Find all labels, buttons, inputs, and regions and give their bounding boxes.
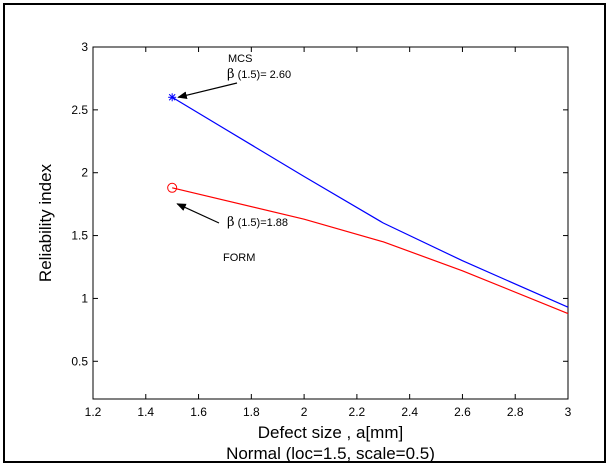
- x-axis-title: Defect size , a[mm]: [258, 423, 403, 442]
- figure-frame: 1.2 1.4 1.6 1.8 2 2.2 2.4 2.6 2.8 3 0.5 1 1.5 2 2.5 3 M…: [3, 3, 606, 463]
- beta-symbol: β: [227, 215, 235, 230]
- y-tick-label: 0.5: [71, 354, 88, 368]
- y-tick-label: 2.5: [71, 103, 88, 117]
- x-tick-label: 3: [565, 405, 572, 419]
- y-tick-label: 1.5: [71, 229, 88, 243]
- plot-area: [92, 46, 569, 400]
- y-tick-label: 2: [81, 166, 88, 180]
- annotation-mcs-rest: (1.5)= 2.60: [235, 69, 292, 81]
- x-tick-label: 1.8: [243, 405, 260, 419]
- annotation-form-value: β (1.5)=1.88: [227, 215, 288, 230]
- x-tick-label: 1.4: [137, 405, 154, 419]
- x-tick-label: 2.2: [349, 405, 366, 419]
- plot-box: [92, 46, 569, 400]
- annotation-mcs-label: MCS: [228, 53, 252, 65]
- y-tick-label: 1: [81, 291, 88, 305]
- y-axis-title: Reliability index: [36, 163, 55, 282]
- reliability-chart: 1.2 1.4 1.6 1.8 2 2.2 2.4 2.6 2.8 3 0.5 1 1.5 2 2.5 3 M…: [36, 40, 572, 463]
- beta-symbol: β: [227, 67, 235, 82]
- annotation-mcs-value: β (1.5)= 2.60: [227, 67, 291, 82]
- series-marker-mcs: [168, 93, 177, 102]
- tick-group: 1.2 1.4 1.6 1.8 2 2.2 2.4 2.6 2.8 3 0.5 1 1.5 2 2.5 3: [71, 40, 571, 419]
- x-tick-label: 2.8: [507, 405, 524, 419]
- star-stroke: [168, 93, 176, 101]
- y-tick-label: 3: [81, 40, 88, 54]
- x-tick-label: 1.2: [85, 405, 102, 419]
- series-layer: [167, 93, 569, 315]
- x-tick-label: 2.6: [454, 405, 471, 419]
- annotation-form-label: FORM: [223, 252, 255, 264]
- x-tick-label: 2.4: [401, 405, 418, 419]
- x-axis-subtitle: Normal (loc=1.5, scale=0.5): [226, 444, 435, 463]
- annotation-form-arrow: [176, 203, 220, 224]
- x-tick-label: 2: [301, 405, 308, 419]
- series-marker-form: [167, 182, 178, 193]
- series-line-mcs: [171, 96, 569, 308]
- annotation-mcs-arrow: [177, 82, 238, 99]
- series-line-form: [172, 187, 569, 315]
- x-tick-label: 1.6: [190, 405, 207, 419]
- annotation-form-rest: (1.5)=1.88: [235, 217, 289, 229]
